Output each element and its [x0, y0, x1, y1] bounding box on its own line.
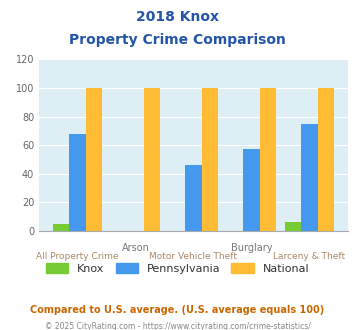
- Text: Larceny & Theft: Larceny & Theft: [273, 252, 345, 261]
- Legend: Knox, Pennsylvania, National: Knox, Pennsylvania, National: [42, 259, 313, 278]
- Text: Motor Vehicle Theft: Motor Vehicle Theft: [149, 252, 237, 261]
- Bar: [185, 165, 202, 231]
- Text: © 2025 CityRating.com - https://www.cityrating.com/crime-statistics/: © 2025 CityRating.com - https://www.city…: [45, 322, 310, 330]
- Bar: [143, 88, 160, 231]
- Bar: [69, 134, 86, 231]
- Bar: [318, 88, 334, 231]
- Bar: [285, 222, 301, 231]
- Text: Property Crime Comparison: Property Crime Comparison: [69, 33, 286, 47]
- Text: Arson: Arson: [121, 243, 149, 253]
- Text: Burglary: Burglary: [231, 243, 272, 253]
- Bar: [86, 88, 102, 231]
- Bar: [53, 224, 69, 231]
- Bar: [244, 149, 260, 231]
- Bar: [260, 88, 276, 231]
- Text: Compared to U.S. average. (U.S. average equals 100): Compared to U.S. average. (U.S. average …: [31, 305, 324, 315]
- Bar: [301, 124, 318, 231]
- Text: All Property Crime: All Property Crime: [36, 252, 119, 261]
- Bar: [202, 88, 218, 231]
- Text: 2018 Knox: 2018 Knox: [136, 10, 219, 24]
